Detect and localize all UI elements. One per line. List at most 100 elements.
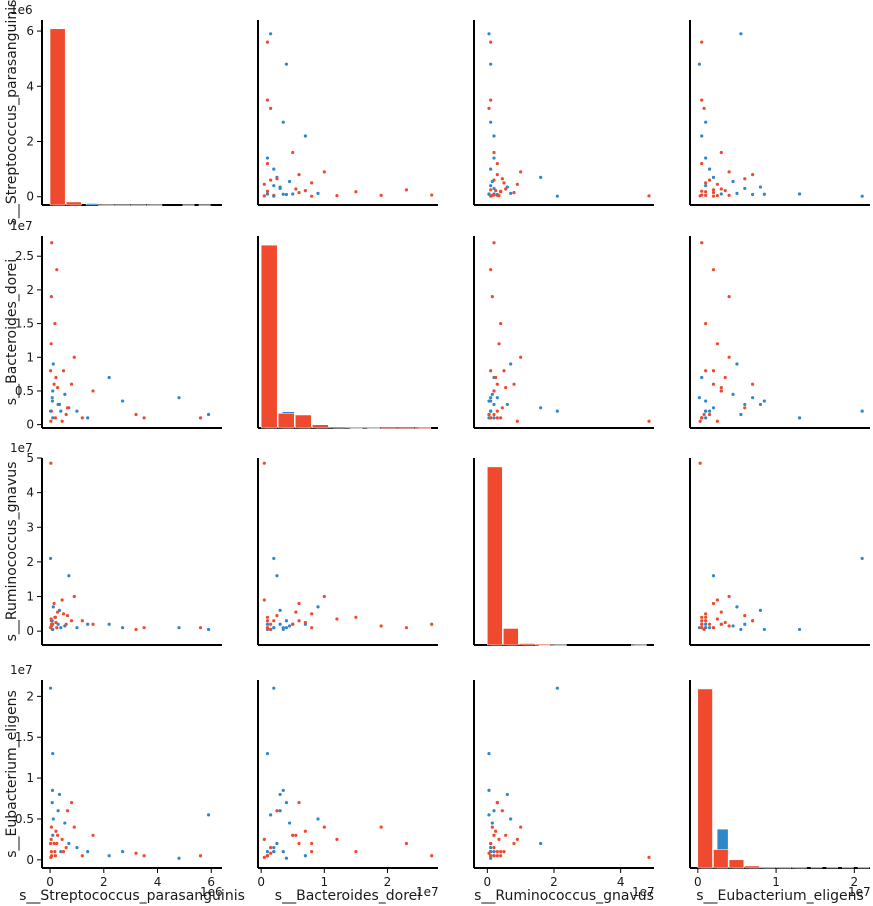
scatter-point	[75, 626, 79, 630]
scatter-point	[354, 850, 358, 854]
scatter-point	[107, 375, 111, 380]
scatter-point	[65, 406, 70, 410]
scatter-point	[797, 627, 802, 632]
scatter-point	[492, 412, 496, 417]
scatter-point	[120, 626, 125, 630]
hist-bar-group-a	[312, 424, 329, 429]
scatter-point	[198, 416, 203, 420]
hist-bar-group-b	[198, 204, 211, 206]
scatter-point	[487, 412, 491, 417]
scatter-point	[711, 406, 716, 410]
scatter-point	[322, 170, 326, 174]
scatter-point	[265, 619, 270, 623]
scatter-point	[284, 62, 289, 66]
panel-r1-c1	[257, 236, 438, 429]
scatter-point	[430, 854, 434, 858]
scatter-point	[51, 605, 55, 609]
hist-bar-group-b	[857, 866, 870, 869]
scatter-point	[492, 193, 496, 197]
scatter-point	[490, 179, 494, 184]
scatter-point	[50, 622, 54, 626]
scatter-point	[860, 556, 864, 561]
scatter-point	[64, 845, 68, 850]
hist-bar-group-a	[277, 413, 295, 429]
hist-bar-group-a	[791, 866, 807, 869]
scatter-point	[297, 619, 301, 623]
scatter-point	[50, 788, 55, 792]
y-tick-label: 1	[26, 771, 34, 785]
scatter-point	[316, 605, 320, 609]
scatter-point	[715, 182, 719, 186]
hist-bar-group-a	[114, 204, 130, 206]
scatter-point	[86, 850, 90, 854]
scatter-point	[489, 845, 493, 850]
scatter-point	[50, 399, 55, 403]
scatter-point	[704, 615, 708, 619]
y-tick-label: 1.5	[15, 730, 34, 744]
y-tick-label: 1.5	[15, 317, 34, 331]
scatter-point	[500, 809, 504, 813]
scatter-point	[719, 385, 723, 390]
scatter-point	[495, 173, 499, 177]
scatter-point	[727, 193, 731, 197]
scatter-point	[50, 396, 54, 400]
scatter-point	[51, 362, 55, 366]
scatter-point	[512, 841, 516, 846]
scatter-point	[55, 626, 59, 630]
scatter-point	[265, 161, 270, 166]
scatter-point	[275, 809, 279, 813]
scatter-point	[555, 194, 559, 198]
scatter-point	[322, 825, 326, 829]
scatter-point	[60, 837, 64, 841]
scatter-point	[735, 362, 739, 366]
scatter-point	[265, 189, 270, 193]
scatter-point	[284, 626, 289, 630]
scatter-point	[719, 192, 723, 196]
scatter-point	[700, 615, 704, 619]
scatter-point	[134, 412, 138, 417]
scatter-point	[500, 406, 504, 410]
scatter-point	[310, 626, 314, 630]
y-tick-label: 0	[26, 418, 34, 432]
hist-bar-group-b	[85, 203, 98, 206]
scatter-point	[707, 626, 712, 630]
scatter-point	[177, 396, 181, 400]
scatter-point	[51, 389, 55, 393]
scatter-point	[297, 173, 301, 177]
scatter-point	[489, 40, 493, 44]
scatter-point	[284, 192, 289, 197]
scatter-point	[704, 181, 708, 185]
scatter-point	[284, 801, 289, 805]
scatter-point	[265, 615, 270, 619]
scatter-point	[504, 385, 508, 390]
scatter-point	[404, 188, 409, 192]
scatter-point	[48, 841, 53, 846]
scatter-point	[492, 833, 496, 837]
x-tick-label: 1	[772, 875, 780, 889]
scatter-point	[505, 792, 509, 797]
x-tick-label: 4	[154, 875, 162, 889]
scatter-point	[504, 833, 508, 837]
scatter-point	[63, 821, 67, 825]
scatter-point	[719, 389, 723, 393]
scatter-point	[69, 801, 74, 805]
scatter-point	[291, 150, 295, 155]
scatter-point	[265, 751, 270, 756]
hist-bar-group-a	[295, 414, 312, 429]
hist-bar-group-a	[130, 204, 147, 206]
x-scale-label: 1e7	[848, 885, 871, 899]
scatter-point	[69, 382, 74, 386]
scatter-point	[262, 461, 266, 465]
scatter-point	[206, 813, 211, 817]
scatter-point	[291, 192, 295, 196]
scatter-point	[354, 615, 358, 619]
scatter-point	[53, 416, 58, 420]
scatter-point	[490, 295, 494, 299]
scatter-point	[269, 622, 273, 626]
hist-bar-group-a	[260, 244, 278, 429]
scatter-point	[499, 190, 503, 194]
scatter-point	[54, 375, 58, 380]
scatter-point	[65, 809, 70, 813]
